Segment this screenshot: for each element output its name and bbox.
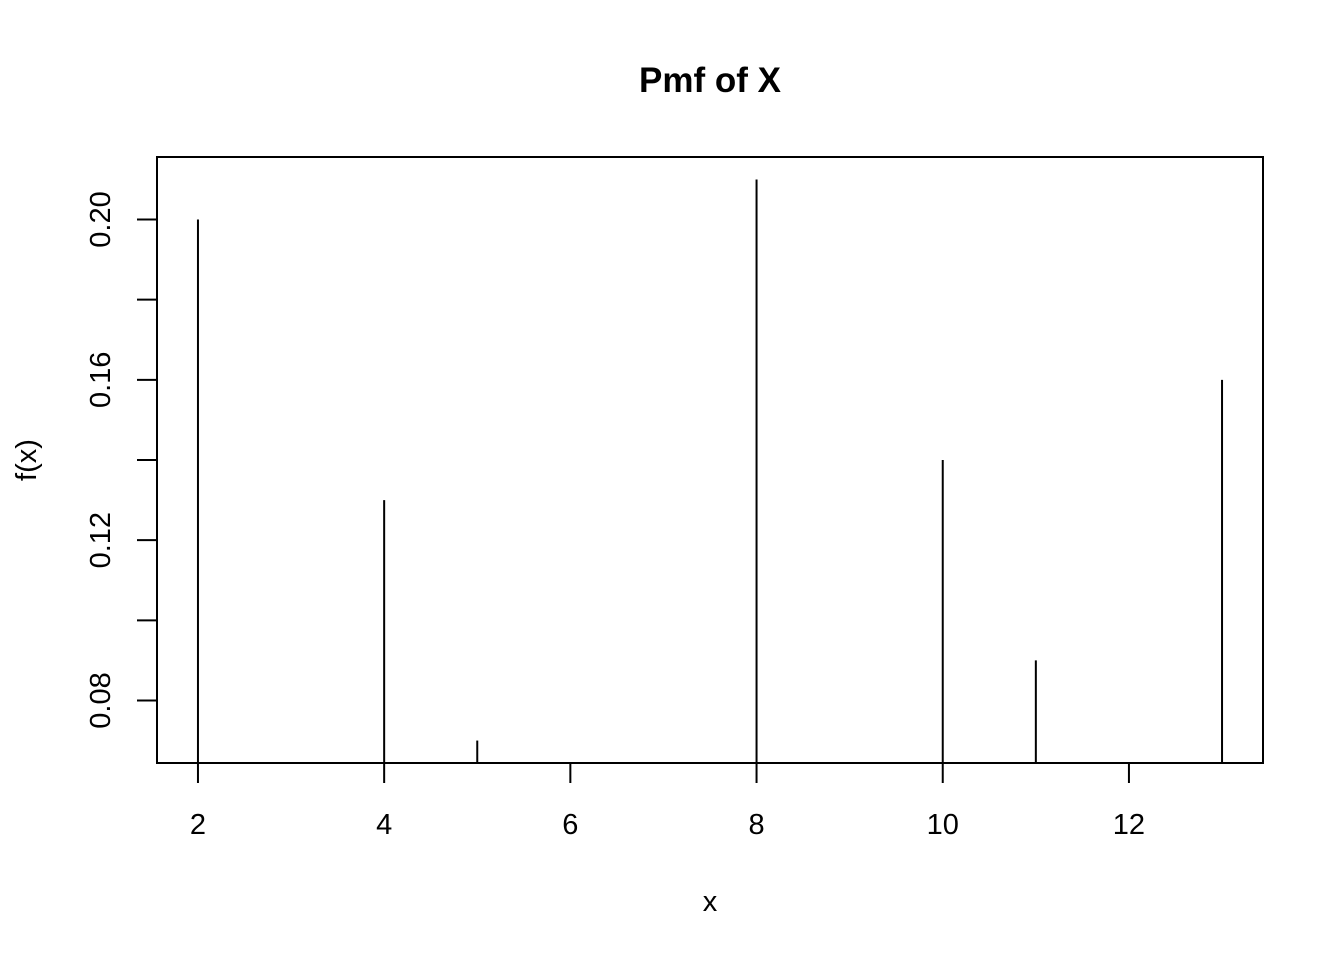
x-tick-label: 2 bbox=[190, 809, 206, 841]
x-tick-label: 6 bbox=[562, 809, 578, 841]
chart-title: Pmf of X bbox=[639, 61, 782, 100]
x-tick-label: 12 bbox=[1113, 809, 1145, 841]
x-axis: 2 4 6 8 10 12 bbox=[190, 763, 1145, 841]
y-axis-label: f(x) bbox=[11, 439, 43, 481]
x-axis-label: x bbox=[703, 886, 718, 918]
y-tick-label: 0.20 bbox=[85, 191, 117, 247]
x-tick-label: 4 bbox=[376, 809, 392, 841]
x-tick-label: 10 bbox=[927, 809, 959, 841]
y-axis: 0.08 0.12 0.16 0.20 bbox=[85, 191, 157, 729]
x-tick-label: 8 bbox=[748, 809, 764, 841]
y-tick-label: 0.08 bbox=[85, 672, 117, 728]
plot-frame bbox=[156, 156, 1264, 764]
spike-series bbox=[196, 179, 1224, 763]
y-tick-label: 0.16 bbox=[85, 352, 117, 408]
y-tick-label: 0.12 bbox=[85, 512, 117, 568]
